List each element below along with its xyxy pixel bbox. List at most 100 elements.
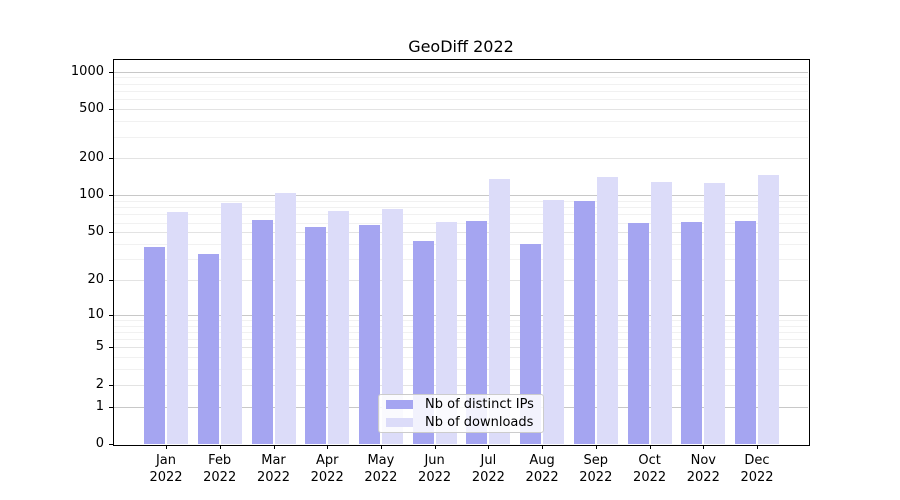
bar-downloads xyxy=(596,177,618,444)
chart-title: GeoDiff 2022 xyxy=(408,37,514,56)
gridline-90 xyxy=(114,200,808,202)
x-tick-label-line: 2022 xyxy=(364,470,398,485)
x-tick-label-9: Oct 2022 xyxy=(615,452,685,486)
bar-downloads xyxy=(435,221,457,444)
legend-swatch-downloads xyxy=(386,418,413,427)
y-tick-label-20: 20 xyxy=(87,271,104,287)
gridline-4 xyxy=(114,357,808,359)
x-tick-label-1: Feb 2022 xyxy=(185,452,255,486)
gridline-500 xyxy=(114,109,808,110)
x-tick-label-10: Nov 2022 xyxy=(668,452,738,486)
y-tick-label-100: 100 xyxy=(79,187,104,203)
x-tick-label-line: 2022 xyxy=(149,470,183,485)
gridline-800 xyxy=(114,83,808,85)
x-tick-label-line: 2022 xyxy=(633,470,667,485)
gridline-40 xyxy=(114,243,808,245)
x-tick-0 xyxy=(166,445,167,449)
gridline-100 xyxy=(114,195,808,197)
gridline-70 xyxy=(114,214,808,216)
bar-downloads xyxy=(543,200,565,444)
x-tick-label-line: Dec xyxy=(744,453,770,468)
gridline-300 xyxy=(114,136,808,138)
x-tick-label-line: Sep xyxy=(583,453,609,468)
x-tick-8 xyxy=(595,445,597,449)
gridline-50 xyxy=(114,232,808,234)
legend-item-distinct-ips: Nb of distinct IPs xyxy=(379,396,543,413)
x-tick-label-line: 2022 xyxy=(256,470,291,485)
x-tick-5 xyxy=(434,445,436,449)
x-tick-2 xyxy=(273,445,275,449)
bar-downloads xyxy=(489,178,511,444)
gridline-7 xyxy=(114,331,808,333)
x-tick-label-8: Sep 2022 xyxy=(561,452,631,486)
x-tick-label-line: 2022 xyxy=(203,470,237,485)
y-tick-2 xyxy=(109,384,113,386)
gridline-30 xyxy=(114,259,808,260)
gridline-10 xyxy=(114,314,808,316)
y-tick-label-0: 0 xyxy=(95,436,104,451)
legend-label-downloads: Nb of downloads xyxy=(425,415,534,430)
x-tick-label-5: Jun 2022 xyxy=(400,452,470,486)
gridline-2 xyxy=(114,384,808,386)
x-tick-label-line: 2022 xyxy=(471,470,505,485)
x-tick-label-line: 2022 xyxy=(686,470,720,485)
x-tick-1 xyxy=(219,445,221,449)
y-tick-1 xyxy=(109,406,113,408)
bar-distinct-ips xyxy=(197,254,219,444)
bar-distinct-ips xyxy=(681,221,703,444)
bar-downloads xyxy=(274,193,296,444)
bar-downloads xyxy=(704,183,726,444)
gridline-400 xyxy=(114,121,808,122)
x-tick-label-line: 2022 xyxy=(525,470,559,485)
y-tick-label-200: 200 xyxy=(79,150,104,166)
gridline-700 xyxy=(114,90,808,92)
x-tick-10 xyxy=(703,445,705,449)
y-tick-label-500: 500 xyxy=(79,101,104,116)
y-tick-20 xyxy=(109,279,113,281)
legend-label-distinct-ips: Nb of distinct IPs xyxy=(425,397,534,412)
x-tick-label-line: Feb xyxy=(208,453,232,468)
bar-distinct-ips xyxy=(735,220,756,444)
x-tick-3 xyxy=(327,445,329,449)
gridline-1000 xyxy=(114,71,808,73)
x-tick-label-line: Jun xyxy=(424,453,445,468)
y-tick-10 xyxy=(109,314,113,316)
gridline-20 xyxy=(114,279,808,281)
legend-swatch-distinct-ips xyxy=(386,400,413,409)
x-tick-label-line: Mar xyxy=(261,453,286,468)
y-tick-200 xyxy=(109,158,113,160)
x-tick-label-4: May 2022 xyxy=(346,452,416,486)
x-tick-label-line: May xyxy=(367,453,395,468)
x-tick-label-line: Jan xyxy=(155,453,177,468)
gridline-6 xyxy=(114,339,808,341)
bar-distinct-ips xyxy=(573,200,595,444)
bar-downloads xyxy=(220,202,242,444)
gridline-900 xyxy=(114,77,808,79)
bar-downloads xyxy=(758,174,779,444)
y-tick-label-2: 2 xyxy=(95,376,104,392)
gridline-60 xyxy=(114,222,808,224)
bar-distinct-ips xyxy=(412,241,434,444)
y-tick-500 xyxy=(109,109,113,110)
x-tick-label-0: Jan 2022 xyxy=(131,452,201,486)
x-tick-9 xyxy=(649,445,651,449)
x-tick-11 xyxy=(757,445,758,449)
x-tick-label-6: Jul 2022 xyxy=(453,452,523,486)
x-tick-label-line: Apr xyxy=(315,453,339,468)
y-tick-label-1: 1 xyxy=(95,398,104,414)
x-tick-4 xyxy=(380,445,382,449)
x-tick-label-11: Dec 2022 xyxy=(722,452,792,486)
y-tick-label-5: 5 xyxy=(95,339,104,355)
x-tick-label-7: Aug 2022 xyxy=(507,452,577,486)
bar-distinct-ips xyxy=(627,222,649,444)
gridline-8 xyxy=(114,325,808,327)
y-tick-100 xyxy=(109,195,113,197)
x-tick-label-line: 2022 xyxy=(310,470,344,485)
y-tick-5 xyxy=(109,347,113,349)
x-tick-label-line: Aug xyxy=(529,453,555,468)
legend-item-downloads: Nb of downloads xyxy=(379,414,543,431)
x-tick-label-line: 2022 xyxy=(579,470,613,485)
x-tick-label-3: Apr 2022 xyxy=(292,452,362,486)
gridline-5 xyxy=(114,347,808,349)
bar-downloads xyxy=(167,212,188,444)
